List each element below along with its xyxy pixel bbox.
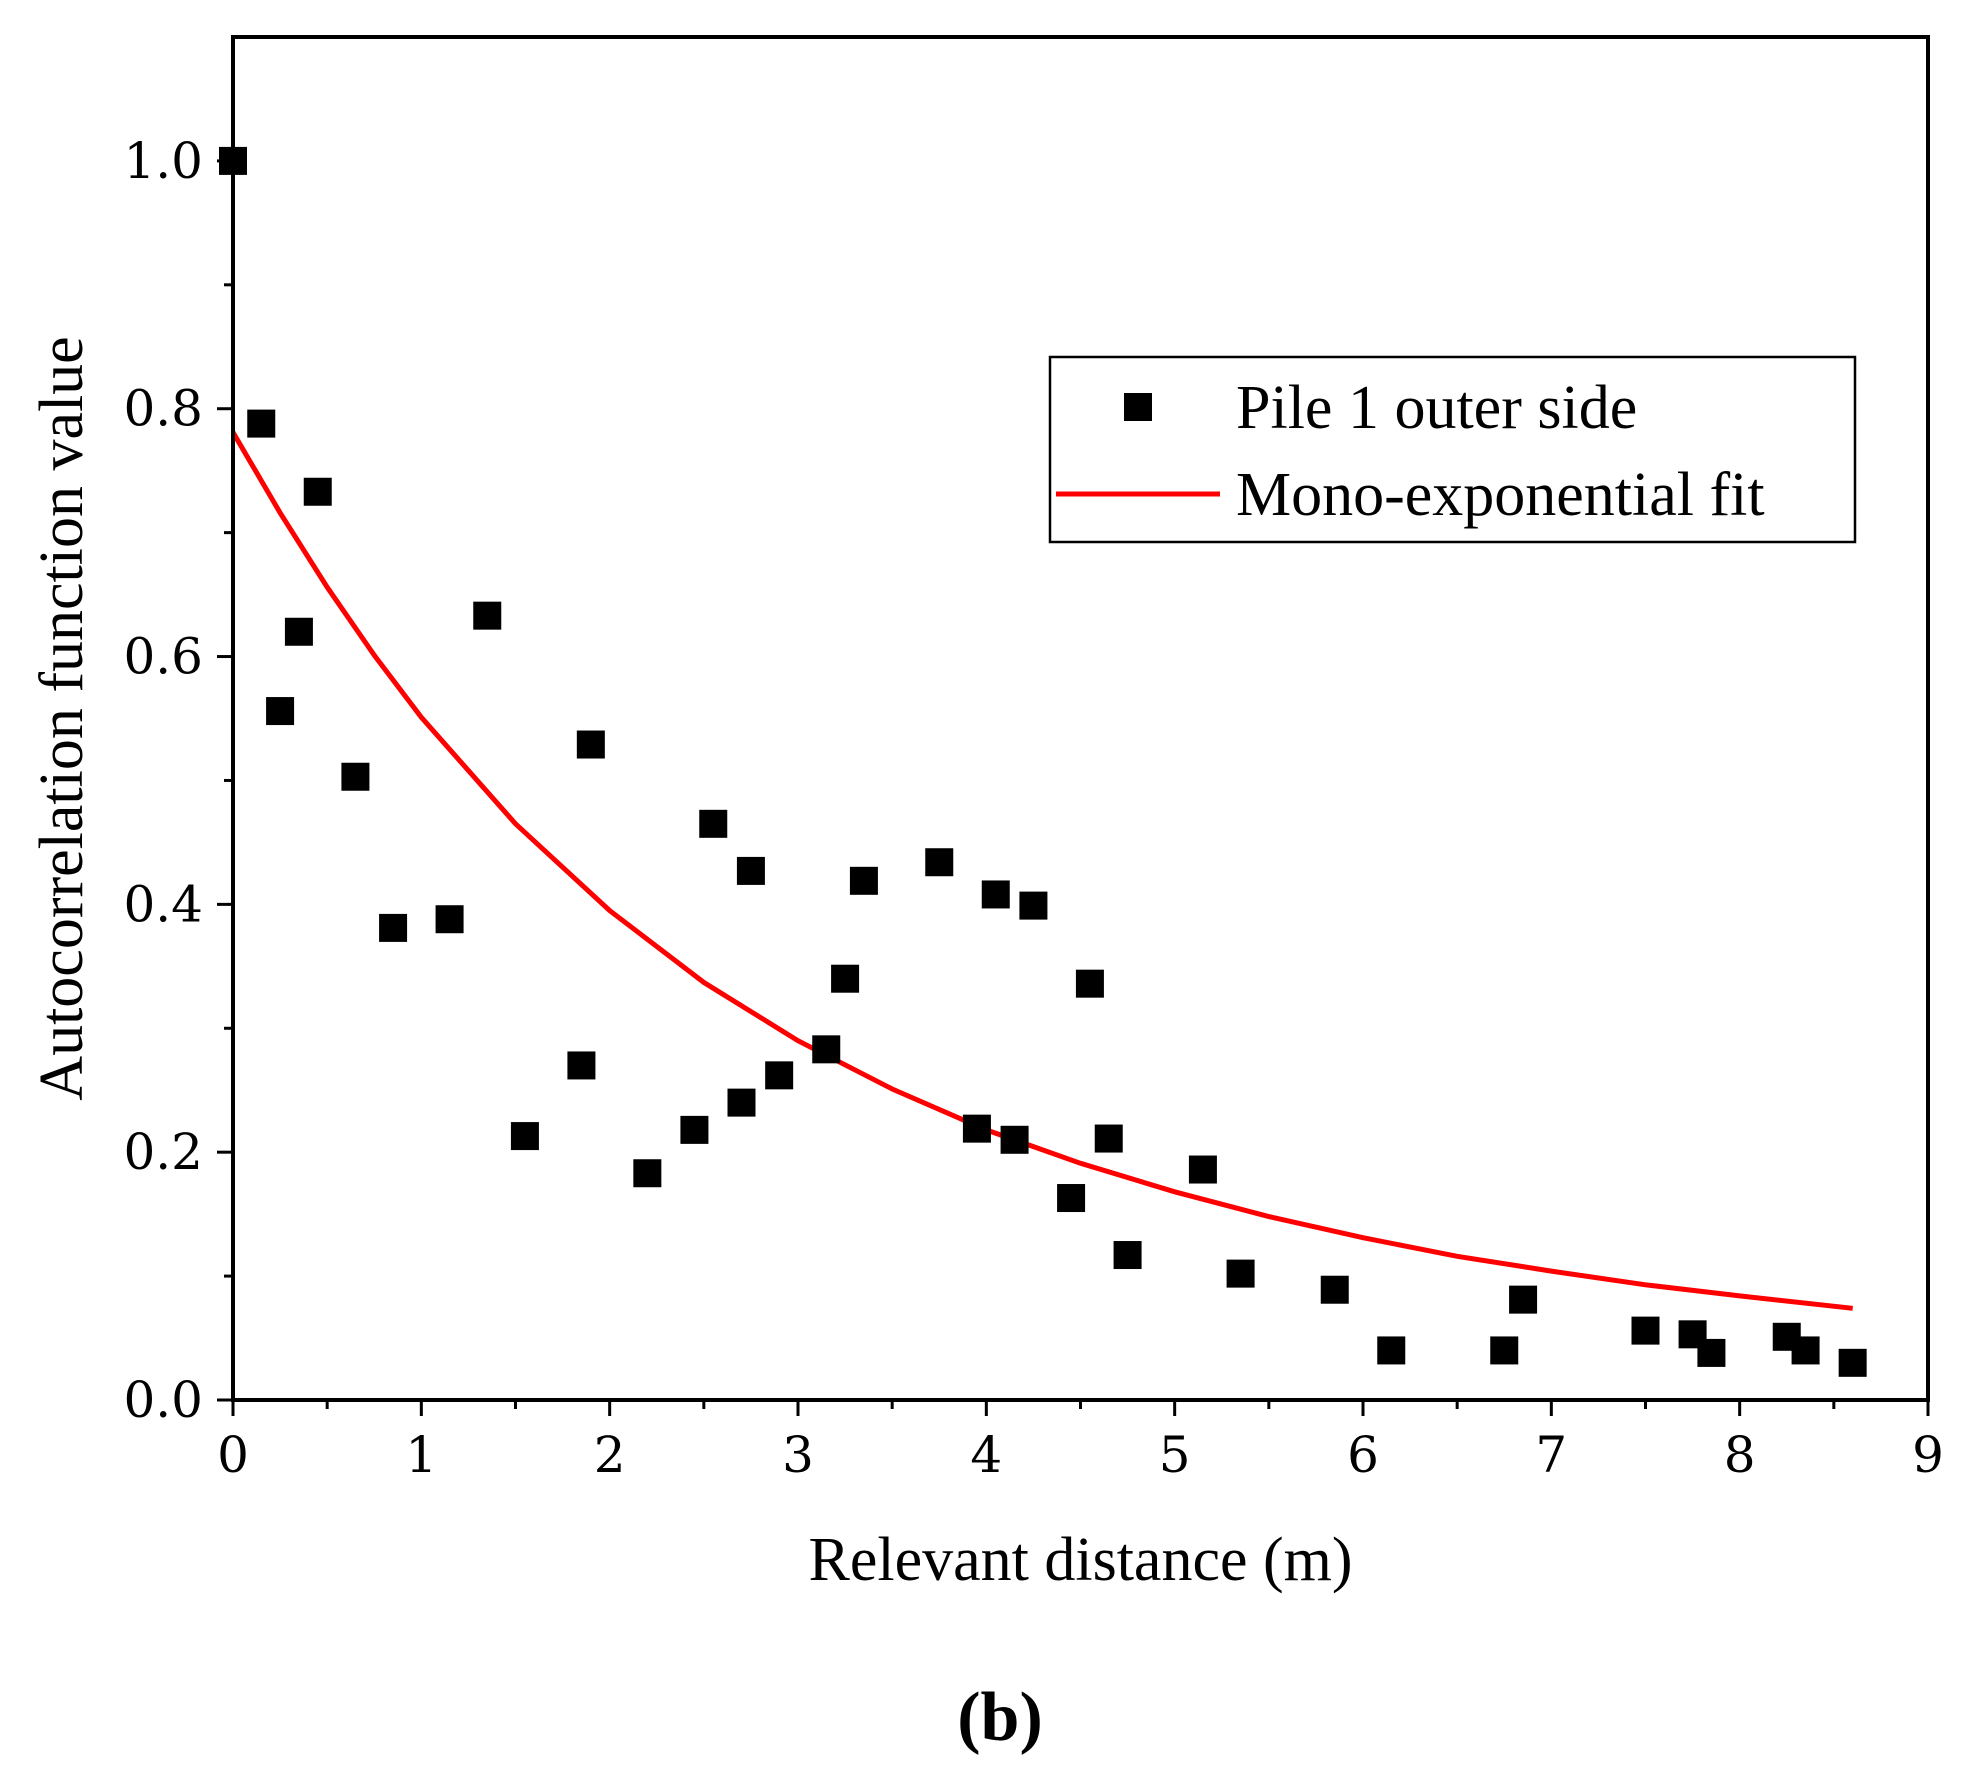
y-tick-label-1: 0.2 [123, 1123, 203, 1181]
data-point-3 [284, 617, 313, 646]
data-point-26 [1057, 1184, 1086, 1213]
data-point-11 [576, 730, 605, 759]
data-point-2 [266, 697, 295, 726]
data-point-12 [633, 1159, 662, 1188]
data-point-22 [962, 1114, 991, 1143]
data-point-1 [247, 409, 276, 438]
x-tick-label-7: 7 [1535, 1426, 1567, 1484]
data-point-25 [1019, 891, 1048, 920]
data-point-24 [1000, 1125, 1029, 1154]
x-tick-label-9: 9 [1912, 1426, 1944, 1484]
legend: Pile 1 outer side Mono-exponential fit [1048, 355, 1857, 544]
data-point-14 [699, 809, 728, 838]
legend-marker-scatter [1124, 393, 1152, 421]
data-point-30 [1188, 1155, 1217, 1184]
data-point-34 [1490, 1336, 1519, 1365]
data-point-8 [473, 601, 502, 630]
y-axis-title: Autocorrelation function value [28, 336, 96, 1100]
x-tick-label-3: 3 [782, 1426, 814, 1484]
y-tick-label-2: 0.4 [123, 875, 203, 933]
data-points-layer [219, 146, 1867, 1377]
data-point-19 [831, 964, 860, 993]
data-point-5 [341, 762, 370, 791]
y-tick-label-4: 0.8 [123, 380, 203, 438]
x-tick-label-2: 2 [594, 1426, 626, 1484]
data-point-20 [849, 866, 878, 895]
x-tick-label-1: 1 [405, 1426, 437, 1484]
data-point-9 [510, 1122, 539, 1151]
x-tick-label-8: 8 [1724, 1426, 1756, 1484]
data-point-6 [379, 913, 408, 942]
data-point-21 [925, 848, 954, 877]
y-tick-label-3: 0.6 [123, 628, 203, 686]
data-point-23 [981, 880, 1010, 909]
legend-label-scatter: Pile 1 outer side [1236, 374, 1637, 442]
fit-line [230, 431, 1853, 1311]
x-axis-title: Relevant distance (m) [808, 1526, 1352, 1594]
data-point-4 [303, 477, 332, 506]
data-point-13 [680, 1115, 709, 1144]
legend-label-fit-line: Mono-exponential fit [1236, 461, 1765, 529]
data-point-35 [1509, 1285, 1538, 1314]
data-point-7 [435, 905, 464, 934]
data-point-32 [1320, 1275, 1349, 1304]
x-tick-label-0: 0 [217, 1426, 249, 1484]
data-point-29 [1113, 1241, 1142, 1270]
data-point-33 [1377, 1336, 1406, 1365]
data-point-38 [1697, 1338, 1726, 1367]
ticks-layer: 0 1 2 3 4 5 6 7 8 9 0.0 0.2 0.4 0.6 0.8 1.0 [123, 132, 1943, 1484]
data-point-16 [736, 856, 765, 885]
data-point-15 [727, 1088, 756, 1117]
x-tick-label-5: 5 [1159, 1426, 1191, 1484]
x-tick-label-6: 6 [1347, 1426, 1379, 1484]
data-point-18 [812, 1035, 841, 1064]
data-point-40 [1791, 1336, 1820, 1365]
data-point-17 [765, 1061, 794, 1090]
y-tick-label-5: 1.0 [123, 132, 203, 190]
data-point-36 [1631, 1316, 1660, 1345]
data-point-41 [1838, 1348, 1867, 1377]
y-tick-label-0: 0.0 [123, 1371, 203, 1429]
data-point-27 [1075, 969, 1104, 998]
data-point-31 [1226, 1259, 1255, 1288]
x-tick-label-4: 4 [970, 1426, 1002, 1484]
fit-line-layer [230, 431, 1853, 1311]
data-point-28 [1094, 1124, 1123, 1153]
legend-box [1048, 355, 1857, 544]
data-point-10 [567, 1051, 596, 1080]
panel-label: (b) [957, 1679, 1043, 1756]
